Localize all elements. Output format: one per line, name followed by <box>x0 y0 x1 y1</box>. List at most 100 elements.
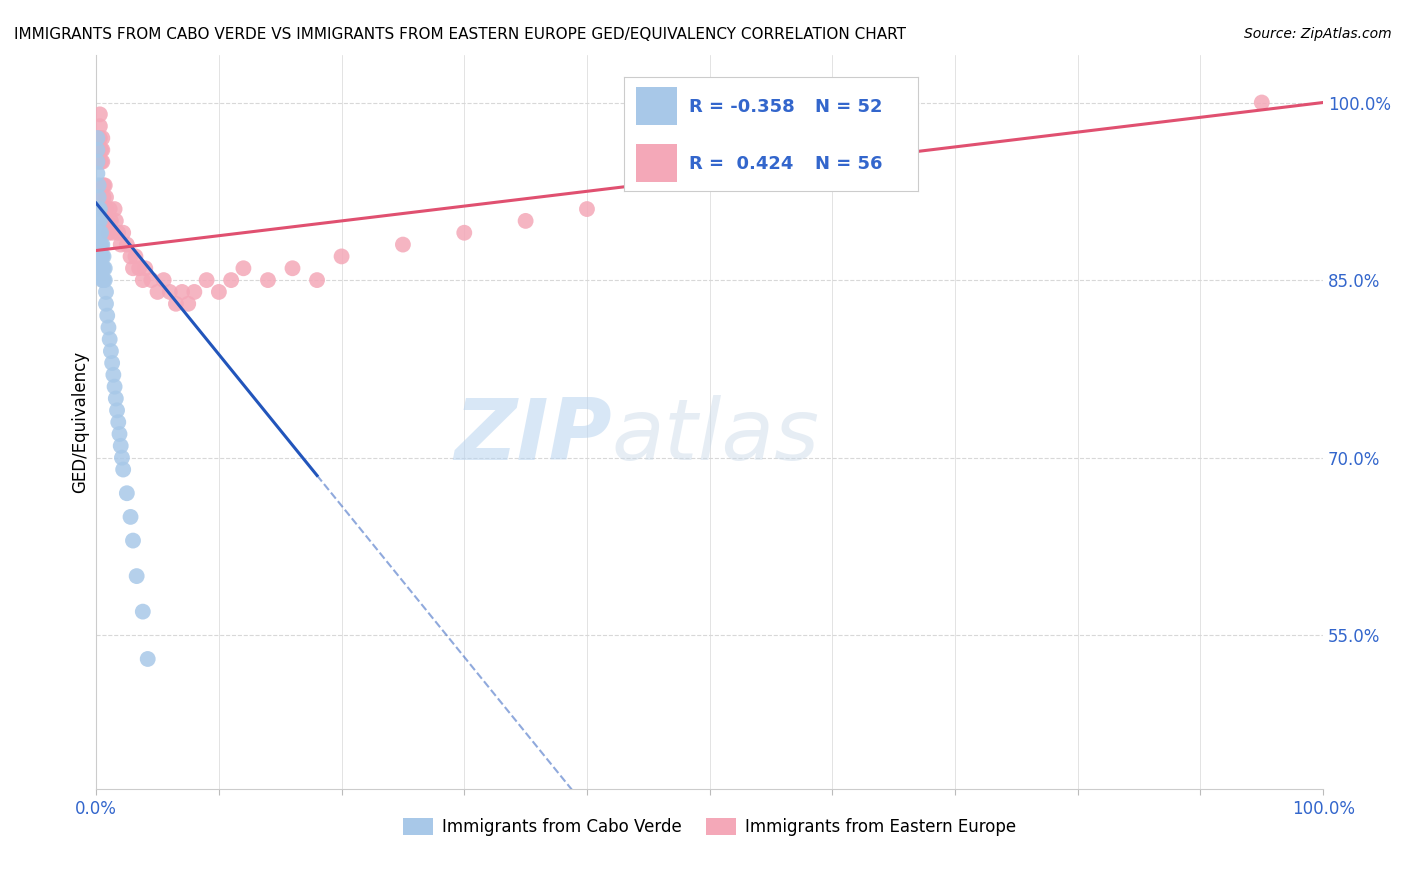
Point <box>93 178 115 193</box>
Point <box>132 605 155 619</box>
Point <box>87 237 110 252</box>
Point <box>90 261 112 276</box>
Point <box>1250 95 1272 110</box>
Point <box>91 273 114 287</box>
Point <box>115 486 138 500</box>
Point <box>87 190 110 204</box>
Point <box>100 344 122 359</box>
Point <box>112 226 135 240</box>
Point <box>103 379 125 393</box>
Point <box>98 332 121 346</box>
Point <box>89 119 111 133</box>
Point <box>97 320 120 334</box>
Point <box>305 273 328 287</box>
Point <box>120 509 142 524</box>
Point <box>232 261 254 276</box>
Point <box>86 143 108 157</box>
Point <box>110 439 132 453</box>
Text: IMMIGRANTS FROM CABO VERDE VS IMMIGRANTS FROM EASTERN EUROPE GED/EQUIVALENCY COR: IMMIGRANTS FROM CABO VERDE VS IMMIGRANTS… <box>14 27 905 42</box>
Point <box>103 202 125 216</box>
Point <box>104 392 127 406</box>
Point <box>134 261 156 276</box>
Point <box>90 154 112 169</box>
Point <box>101 226 124 240</box>
Point <box>183 285 205 299</box>
Point <box>515 214 537 228</box>
Text: atlas: atlas <box>612 395 820 478</box>
Point <box>96 214 118 228</box>
Point <box>96 309 118 323</box>
Point <box>107 415 129 429</box>
Point <box>93 249 115 263</box>
Point <box>115 237 138 252</box>
Point <box>87 226 110 240</box>
Point <box>101 356 124 370</box>
Point <box>111 450 134 465</box>
Point <box>89 261 111 276</box>
Point <box>120 249 142 263</box>
Point <box>105 403 128 417</box>
Point <box>91 261 114 276</box>
Point <box>453 226 475 240</box>
Point <box>110 237 132 252</box>
Point <box>87 202 110 216</box>
Point <box>132 273 155 287</box>
Point <box>86 167 108 181</box>
Point <box>94 261 117 276</box>
Point <box>89 214 111 228</box>
Point <box>128 261 150 276</box>
Point <box>90 249 112 263</box>
Point <box>90 237 112 252</box>
Point <box>170 285 193 299</box>
Point <box>281 261 304 276</box>
Point <box>89 226 111 240</box>
Point <box>177 297 200 311</box>
Point <box>104 214 127 228</box>
Text: Source: ZipAtlas.com: Source: ZipAtlas.com <box>1244 27 1392 41</box>
Point <box>86 131 108 145</box>
Point <box>103 368 125 382</box>
Point <box>392 237 415 252</box>
Point <box>122 533 145 548</box>
Point <box>89 131 111 145</box>
Point <box>107 226 129 240</box>
Point <box>91 154 114 169</box>
Point <box>90 226 112 240</box>
Point <box>87 249 110 263</box>
Point <box>91 249 114 263</box>
Point <box>330 249 353 263</box>
Point <box>87 214 110 228</box>
Point <box>100 214 122 228</box>
Point <box>257 273 280 287</box>
Point <box>821 154 844 169</box>
Point <box>219 273 242 287</box>
Point <box>94 285 117 299</box>
Point <box>93 190 115 204</box>
Point <box>86 131 108 145</box>
Point <box>89 107 111 121</box>
Point <box>91 237 114 252</box>
Point <box>122 261 145 276</box>
Point <box>195 273 218 287</box>
Point <box>146 285 169 299</box>
Point <box>159 285 181 299</box>
Legend: Immigrants from Cabo Verde, Immigrants from Eastern Europe: Immigrants from Cabo Verde, Immigrants f… <box>404 818 1017 836</box>
Point <box>87 154 110 169</box>
Point <box>91 131 114 145</box>
Point <box>89 202 111 216</box>
Point <box>112 462 135 476</box>
Point <box>165 297 187 311</box>
Point <box>98 202 121 216</box>
Point <box>94 202 117 216</box>
Point <box>93 261 115 276</box>
Point <box>208 285 231 299</box>
Point <box>89 237 111 252</box>
Point <box>90 143 112 157</box>
Point <box>94 202 117 216</box>
Point <box>575 202 598 216</box>
Point <box>152 273 174 287</box>
Point <box>89 249 111 263</box>
Point <box>94 190 117 204</box>
Point <box>94 297 117 311</box>
Point <box>86 154 108 169</box>
